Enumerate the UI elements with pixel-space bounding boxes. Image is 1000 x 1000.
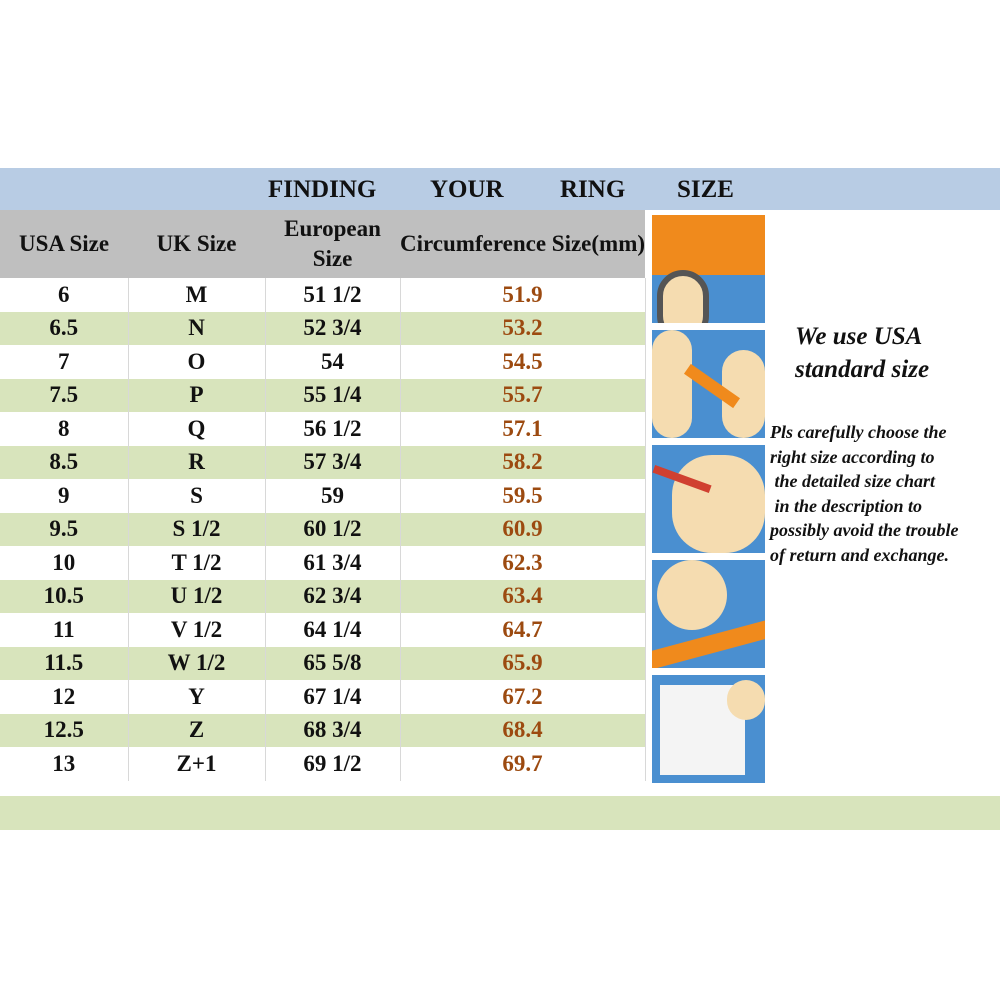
- uk-size-cell: T 1/2: [128, 546, 266, 580]
- mark-strip-pen-illustration: [652, 445, 765, 553]
- circumference-cell: 63.4: [400, 579, 646, 613]
- circumference-cell: 68.4: [400, 713, 646, 747]
- circumference-cell: 67.2: [400, 680, 646, 714]
- uk-size-cell: Z+1: [128, 747, 266, 781]
- usa-size-cell: 6: [0, 278, 129, 312]
- usa-size-cell: 6.5: [0, 311, 129, 345]
- title-word: YOUR: [430, 176, 504, 203]
- circumference-cell: 51.9: [400, 278, 646, 312]
- usa-size-cell: 9.5: [0, 512, 129, 546]
- uk-size-cell: O: [128, 345, 266, 379]
- european-size-cell: 54: [265, 345, 401, 379]
- circumference-cell: 69.7: [400, 747, 646, 781]
- size-chart-reading-illustration: [652, 675, 765, 783]
- header-uk-size: UK Size: [128, 210, 265, 278]
- uk-size-cell: Z: [128, 713, 266, 747]
- usa-size-cell: 10: [0, 546, 129, 580]
- uk-size-cell: N: [128, 311, 266, 345]
- usa-size-cell: 7: [0, 345, 129, 379]
- table-row: 8 Q 56 1/2 57.1: [0, 412, 646, 446]
- usa-size-cell: 7.5: [0, 378, 129, 412]
- european-size-cell: 59: [265, 479, 401, 513]
- header-european-size: European Size: [265, 210, 400, 278]
- european-size-cell: 52 3/4: [265, 311, 401, 345]
- usa-size-cell: 9: [0, 479, 129, 513]
- circumference-cell: 57.1: [400, 412, 646, 446]
- circumference-cell: 59.5: [400, 479, 646, 513]
- circumference-cell: 60.9: [400, 512, 646, 546]
- european-size-cell: 69 1/2: [265, 747, 401, 781]
- usa-size-cell: 11: [0, 613, 129, 647]
- table-row: 12 Y 67 1/4 67.2: [0, 680, 646, 714]
- european-size-cell: 61 3/4: [265, 546, 401, 580]
- title-word: SIZE: [677, 176, 734, 203]
- uk-size-cell: U 1/2: [128, 579, 266, 613]
- uk-size-cell: V 1/2: [128, 613, 266, 647]
- circumference-cell: 65.9: [400, 646, 646, 680]
- measure-ruler-illustration: [652, 560, 765, 668]
- uk-size-cell: S: [128, 479, 266, 513]
- table-row: 7.5 P 55 1/4 55.7: [0, 378, 646, 412]
- table-row: 12.5 Z 68 3/4 68.4: [0, 713, 646, 747]
- usa-size-cell: 13: [0, 747, 129, 781]
- table-row: 11 V 1/2 64 1/4 64.7: [0, 613, 646, 647]
- table-row: 9 S 59 59.5: [0, 479, 646, 513]
- title-word: RING: [560, 176, 626, 203]
- european-size-cell: 51 1/2: [265, 278, 401, 312]
- table-row: 6.5 N 52 3/4 53.2: [0, 311, 646, 345]
- european-size-cell: 62 3/4: [265, 579, 401, 613]
- table-row: 6 M 51 1/2 51.9: [0, 278, 646, 312]
- footer-bar: [0, 796, 1000, 830]
- header-usa-size: USA Size: [0, 210, 128, 278]
- table-row: 10 T 1/2 61 3/4 62.3: [0, 546, 646, 580]
- usa-size-cell: 10.5: [0, 579, 129, 613]
- ring-size-table: USA Size UK Size European Size Circumfer…: [0, 210, 646, 781]
- uk-size-cell: M: [128, 278, 266, 312]
- usa-size-cell: 8: [0, 412, 129, 446]
- european-size-cell: 65 5/8: [265, 646, 401, 680]
- uk-size-cell: P: [128, 378, 266, 412]
- scissors-cutting-strip-illustration: [652, 215, 765, 323]
- wrap-strip-finger-illustration: [652, 330, 765, 438]
- illustration-strip: [652, 215, 765, 790]
- table-row: 9.5 S 1/2 60 1/2 60.9: [0, 512, 646, 546]
- usa-size-cell: 12.5: [0, 713, 129, 747]
- circumference-cell: 55.7: [400, 378, 646, 412]
- european-size-cell: 64 1/4: [265, 613, 401, 647]
- uk-size-cell: R: [128, 445, 266, 479]
- title-bar: FINDING YOUR RING SIZE: [0, 168, 1000, 210]
- circumference-cell: 62.3: [400, 546, 646, 580]
- european-size-cell: 57 3/4: [265, 445, 401, 479]
- usa-size-cell: 12: [0, 680, 129, 714]
- table-row: 7 O 54 54.5: [0, 345, 646, 379]
- circumference-cell: 53.2: [400, 311, 646, 345]
- usa-size-cell: 8.5: [0, 445, 129, 479]
- european-size-cell: 56 1/2: [265, 412, 401, 446]
- european-size-cell: 55 1/4: [265, 378, 401, 412]
- european-size-cell: 68 3/4: [265, 713, 401, 747]
- sizing-advice-note: Pls carefully choose the right size acco…: [770, 422, 959, 565]
- circumference-cell: 54.5: [400, 345, 646, 379]
- european-size-cell: 67 1/4: [265, 680, 401, 714]
- circumference-cell: 58.2: [400, 445, 646, 479]
- table-row: 10.5 U 1/2 62 3/4 63.4: [0, 579, 646, 613]
- table-row: 8.5 R 57 3/4 58.2: [0, 445, 646, 479]
- header-circumference: Circumference Size(mm): [400, 210, 645, 278]
- uk-size-cell: Q: [128, 412, 266, 446]
- european-size-cell: 60 1/2: [265, 512, 401, 546]
- circumference-cell: 64.7: [400, 613, 646, 647]
- usa-standard-note: We use USA standard size: [795, 323, 930, 383]
- uk-size-cell: W 1/2: [128, 646, 266, 680]
- usa-size-cell: 11.5: [0, 646, 129, 680]
- table-row: 11.5 W 1/2 65 5/8 65.9: [0, 646, 646, 680]
- table-row: 13 Z+1 69 1/2 69.7: [0, 747, 646, 781]
- uk-size-cell: S 1/2: [128, 512, 266, 546]
- title-word: FINDING: [268, 176, 377, 203]
- uk-size-cell: Y: [128, 680, 266, 714]
